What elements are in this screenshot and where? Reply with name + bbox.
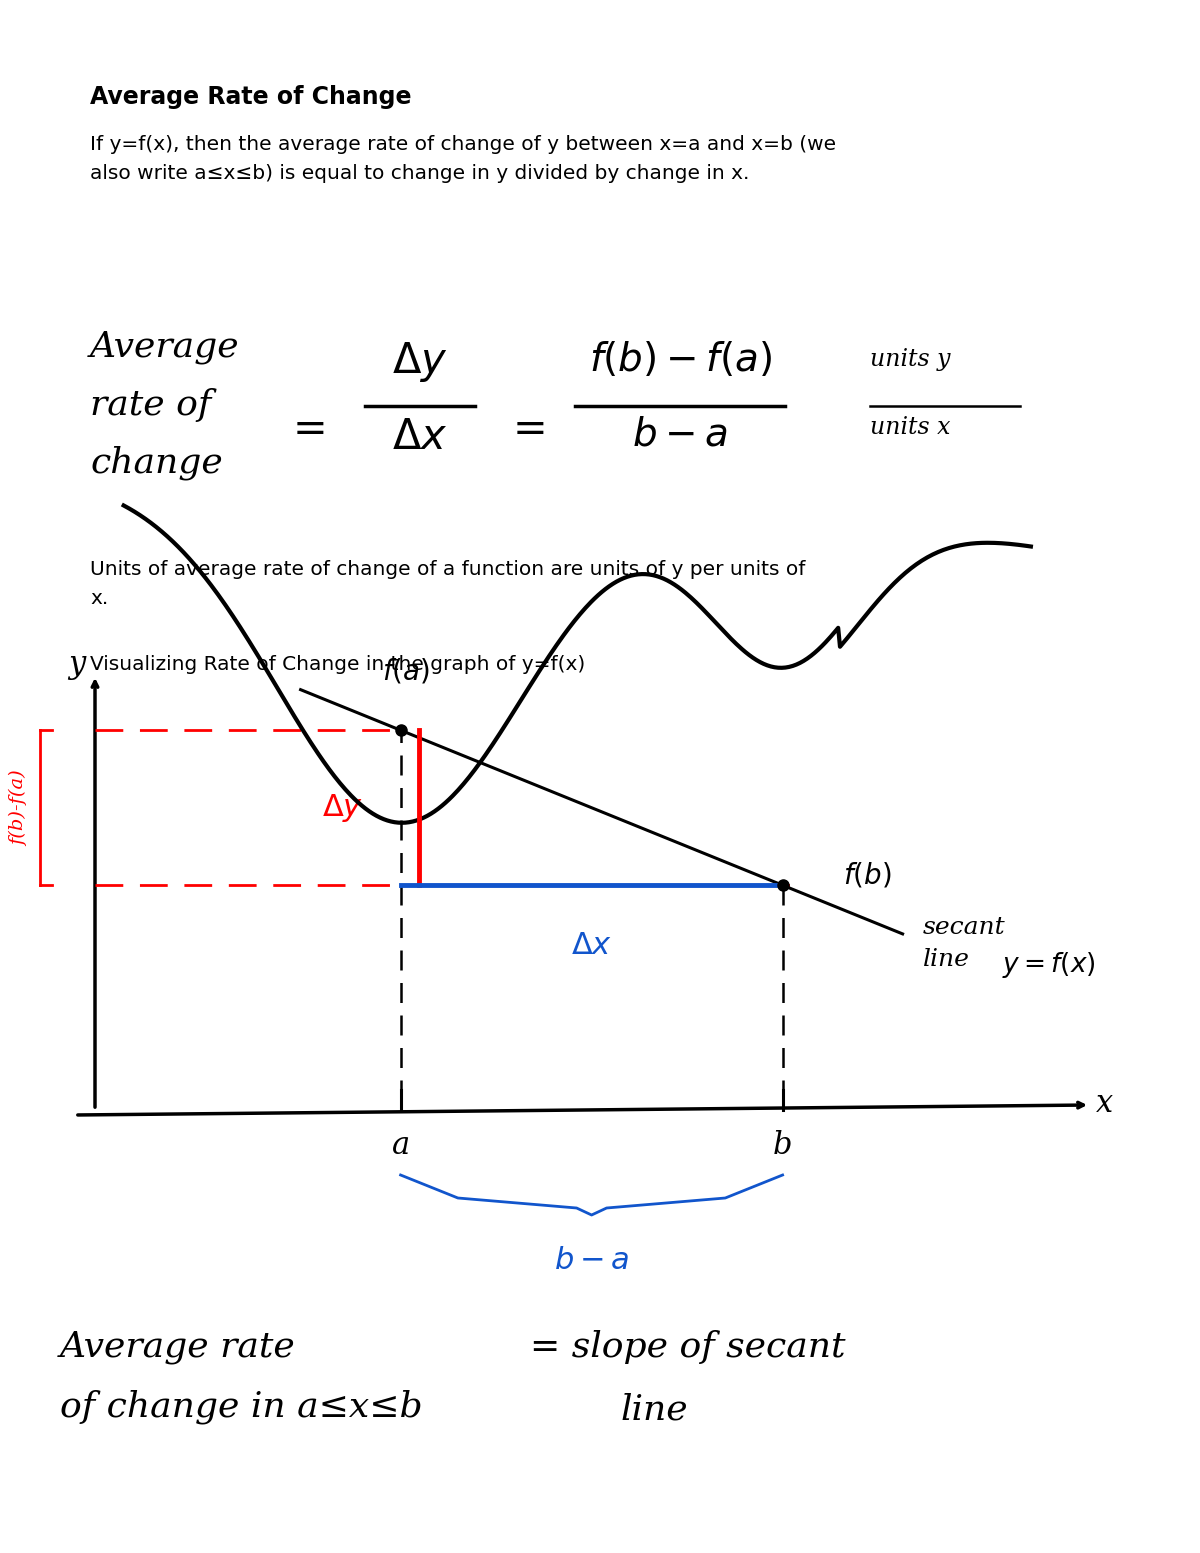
Text: = slope of secant: = slope of secant bbox=[530, 1329, 846, 1364]
Text: If y=f(x), then the average rate of change of y between x=a and x=b (we
also wri: If y=f(x), then the average rate of chan… bbox=[90, 135, 836, 183]
Text: change: change bbox=[90, 446, 223, 480]
Text: a: a bbox=[391, 1129, 409, 1160]
Text: of change in a≤x≤b: of change in a≤x≤b bbox=[60, 1390, 422, 1424]
Text: Visualizing Rate of Change in the graph of y=f(x): Visualizing Rate of Change in the graph … bbox=[90, 655, 586, 674]
Text: line: line bbox=[620, 1391, 688, 1426]
Text: f(b)-f(a): f(b)-f(a) bbox=[10, 770, 28, 845]
Text: x: x bbox=[1097, 1089, 1114, 1120]
Text: $\Delta y$: $\Delta y$ bbox=[392, 340, 448, 384]
Text: $y=f(x)$: $y=f(x)$ bbox=[1002, 950, 1096, 980]
Text: Average: Average bbox=[90, 329, 240, 363]
Text: $b - a$: $b - a$ bbox=[632, 416, 728, 453]
Text: $\Delta y$: $\Delta y$ bbox=[323, 792, 364, 823]
Text: $\Delta x$: $\Delta x$ bbox=[392, 416, 448, 458]
Text: units x: units x bbox=[870, 416, 950, 439]
Text: rate of: rate of bbox=[90, 388, 211, 422]
Text: $f(b)$: $f(b)$ bbox=[842, 860, 892, 890]
Text: y: y bbox=[68, 649, 85, 680]
Text: $b-a$: $b-a$ bbox=[554, 1246, 629, 1277]
Text: secant
line: secant line bbox=[923, 916, 1006, 972]
Text: $f(b) - f(a)$: $f(b) - f(a)$ bbox=[588, 340, 772, 379]
Text: Average Rate of Change: Average Rate of Change bbox=[90, 85, 412, 109]
Text: units y: units y bbox=[870, 348, 950, 371]
Text: $\Delta x$: $\Delta x$ bbox=[571, 930, 612, 961]
Text: Average rate: Average rate bbox=[60, 1329, 295, 1364]
Text: b: b bbox=[773, 1129, 792, 1160]
Text: Units of average rate of change of a function are units of y per units of
x.: Units of average rate of change of a fun… bbox=[90, 561, 805, 607]
Text: $f(a)$: $f(a)$ bbox=[382, 657, 430, 685]
Text: =: = bbox=[293, 408, 328, 450]
Text: =: = bbox=[512, 408, 547, 450]
